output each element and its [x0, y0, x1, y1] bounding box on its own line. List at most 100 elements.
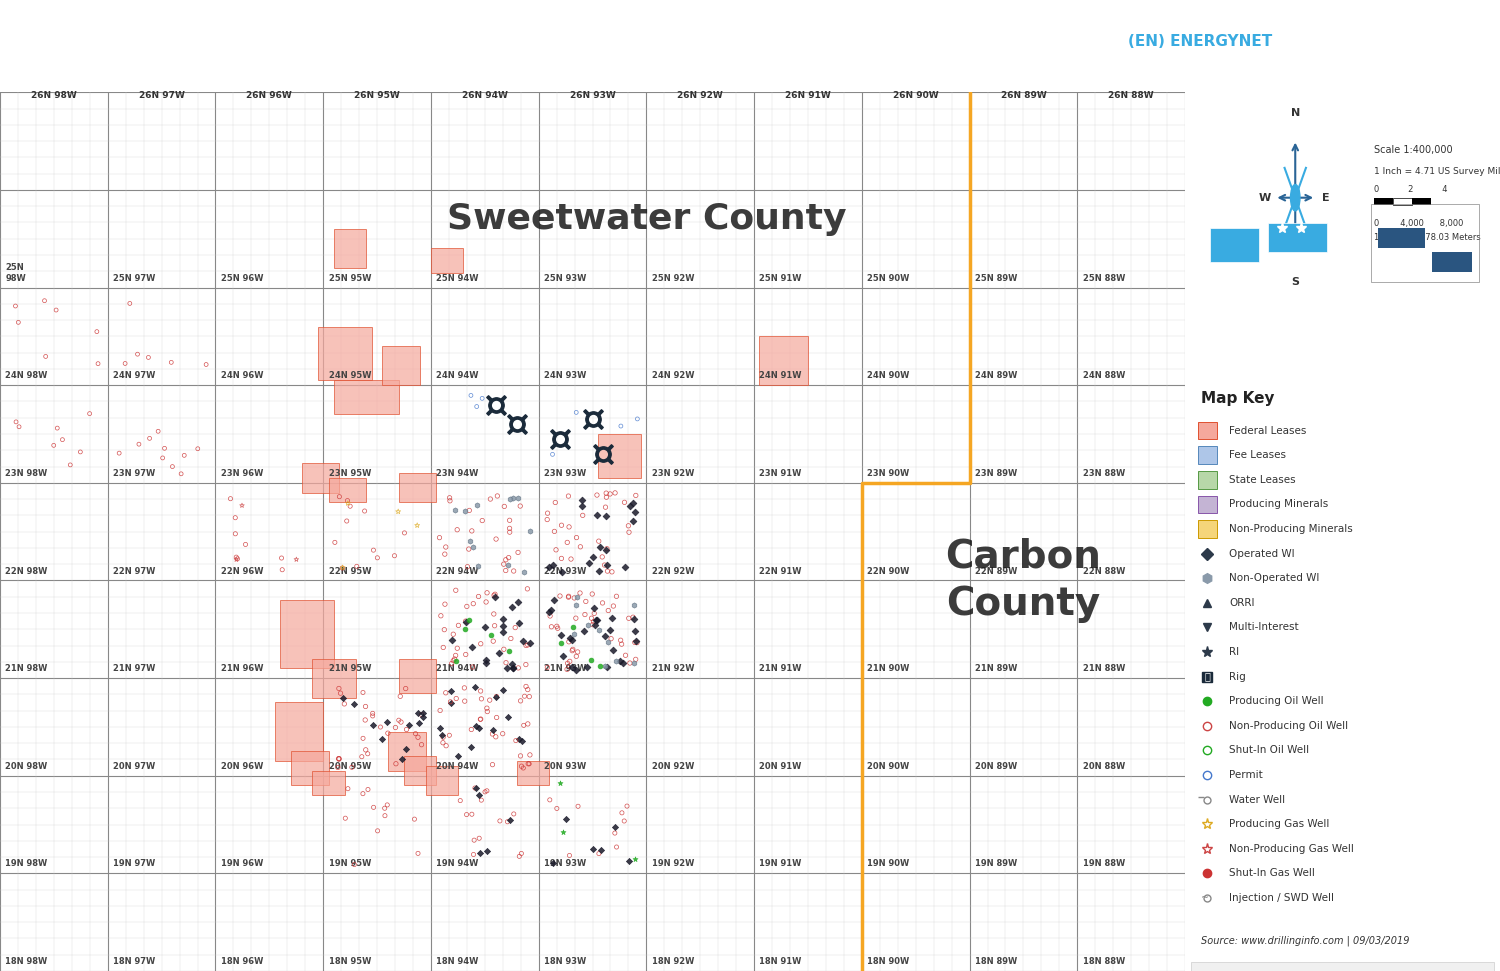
Point — [496, 550, 520, 565]
Bar — [334, 229, 366, 268]
Point — [572, 623, 596, 639]
Text: 21N 94W: 21N 94W — [436, 664, 478, 673]
Point — [621, 495, 645, 511]
Point — [454, 599, 478, 615]
Point — [616, 519, 640, 534]
Point — [112, 355, 136, 371]
Point — [509, 693, 532, 709]
Point — [498, 812, 522, 827]
Point — [602, 598, 625, 614]
Point — [466, 830, 490, 846]
Point — [549, 635, 573, 651]
Point — [440, 655, 464, 671]
Point — [498, 491, 522, 507]
Text: 26N 88W: 26N 88W — [1108, 91, 1154, 100]
Point — [459, 387, 483, 403]
Point — [433, 685, 457, 700]
Point — [564, 530, 588, 546]
Text: 25N 97W: 25N 97W — [112, 274, 156, 283]
Point — [603, 486, 627, 501]
Text: Rig: Rig — [1228, 672, 1246, 682]
Point — [492, 618, 516, 633]
Text: 23N 97W: 23N 97W — [112, 469, 156, 478]
Point — [568, 539, 592, 554]
Point — [351, 730, 375, 746]
Point — [153, 441, 177, 456]
Point — [352, 712, 376, 727]
Point — [494, 552, 517, 567]
Point — [495, 814, 519, 829]
Text: RI: RI — [1228, 647, 1239, 657]
Bar — [759, 336, 808, 385]
Point — [405, 518, 429, 533]
Point — [549, 518, 573, 533]
Point — [543, 523, 567, 539]
Point — [544, 619, 568, 634]
Point — [495, 556, 519, 572]
Point — [538, 792, 562, 808]
Point — [582, 600, 606, 616]
Point — [494, 563, 517, 579]
Bar — [1371, 204, 1479, 282]
Point — [465, 399, 489, 415]
Text: 21N 93W: 21N 93W — [544, 664, 586, 673]
Text: 26N 95W: 26N 95W — [354, 91, 401, 100]
Point — [488, 813, 512, 828]
Text: 23N 93W: 23N 93W — [544, 469, 586, 478]
Point — [285, 552, 309, 567]
Text: 23N 88W: 23N 88W — [1083, 469, 1125, 478]
Point — [470, 691, 494, 707]
Point — [360, 718, 384, 733]
Text: (EN) ENERGYNET: (EN) ENERGYNET — [1128, 34, 1272, 49]
Point — [560, 552, 584, 567]
Point — [458, 503, 482, 519]
Point — [594, 499, 618, 515]
Point — [430, 640, 454, 655]
Point — [516, 637, 540, 653]
Point — [69, 444, 93, 459]
Point — [554, 812, 578, 827]
Point — [555, 535, 579, 551]
Point — [351, 786, 375, 801]
Circle shape — [1290, 184, 1300, 211]
Point — [432, 621, 456, 637]
Point — [596, 659, 619, 675]
Point — [516, 581, 540, 596]
Point — [393, 742, 417, 757]
Point — [556, 634, 580, 650]
Text: 22N 98W: 22N 98W — [6, 566, 48, 576]
Point — [513, 688, 537, 704]
Point — [582, 614, 606, 629]
Text: 21N 98W: 21N 98W — [6, 664, 48, 673]
Point — [372, 800, 396, 816]
Point — [564, 405, 588, 420]
Point — [616, 853, 640, 868]
Point — [604, 588, 628, 604]
Point — [597, 603, 621, 619]
Text: ORRI: ORRI — [1228, 598, 1254, 608]
Text: ~: ~ — [1200, 893, 1209, 903]
Bar — [274, 702, 322, 761]
Point — [441, 626, 465, 642]
Point — [494, 654, 517, 670]
Text: 25N 92W: 25N 92W — [651, 274, 694, 283]
Point — [410, 707, 434, 722]
Point — [429, 608, 453, 623]
Point — [411, 710, 435, 725]
Point — [468, 712, 492, 727]
Point — [616, 611, 640, 626]
Point — [564, 662, 588, 678]
Point — [406, 705, 430, 720]
Point — [582, 606, 606, 621]
Point — [58, 457, 82, 473]
Point — [327, 489, 351, 505]
Point — [334, 514, 358, 529]
Point — [584, 613, 608, 628]
Text: Federal Leases: Federal Leases — [1228, 425, 1306, 436]
Point — [576, 618, 600, 633]
Point — [474, 653, 498, 668]
Text: 23N 98W: 23N 98W — [6, 469, 48, 478]
Bar — [598, 434, 640, 478]
Text: 24N 92W: 24N 92W — [651, 371, 694, 381]
Text: 24N 97W: 24N 97W — [112, 371, 156, 381]
